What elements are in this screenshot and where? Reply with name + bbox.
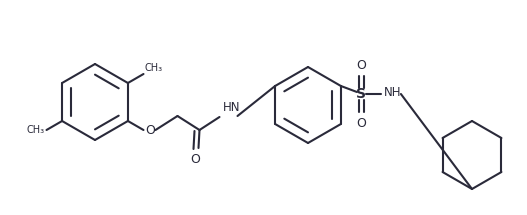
Text: HN: HN [222,101,240,114]
Text: CH₃: CH₃ [26,125,44,135]
Text: NH: NH [384,86,402,100]
Text: CH₃: CH₃ [144,63,163,73]
Text: S: S [356,87,366,101]
Text: O: O [356,59,366,72]
Text: O: O [191,153,200,166]
Text: O: O [145,123,155,137]
Text: O: O [356,117,366,130]
